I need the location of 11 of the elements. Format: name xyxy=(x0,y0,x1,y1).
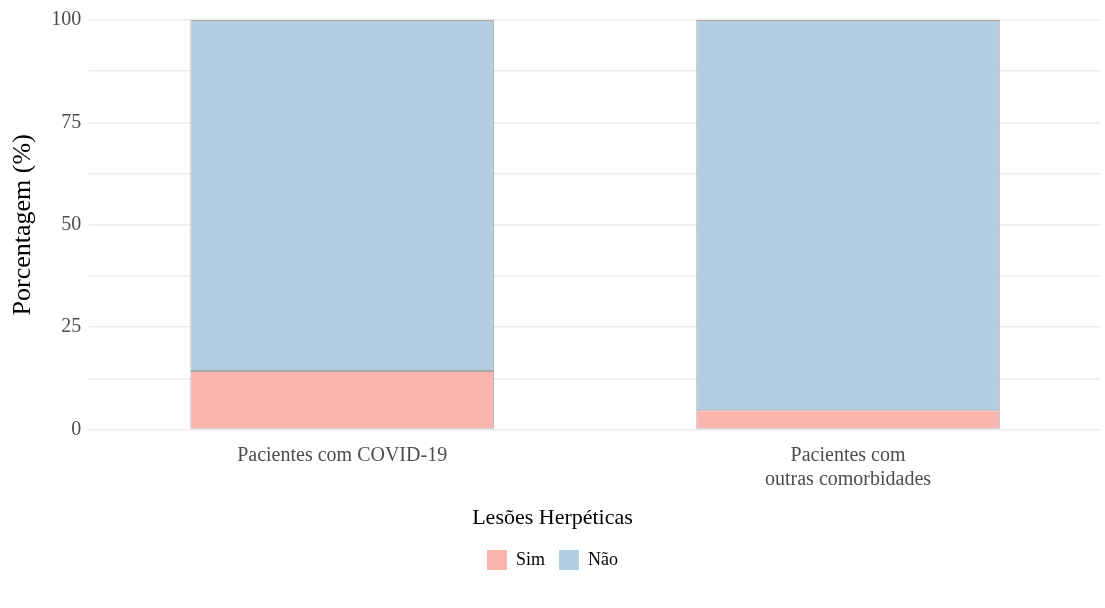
y-tick-label: 75 xyxy=(61,109,82,132)
x-tick-label: Pacientes com outras comorbidades xyxy=(765,442,932,489)
y-tick-label: 100 xyxy=(51,7,82,30)
y-tick-label: 50 xyxy=(61,212,82,235)
y-tick-label: 25 xyxy=(61,314,82,337)
y-axis-title: Porcentagem (%) xyxy=(7,134,37,316)
legend-title: Lesões Herpéticas xyxy=(472,504,633,530)
legend-label: Não xyxy=(588,548,619,569)
legend-label: Sim xyxy=(516,548,546,569)
y-tick-label: 0 xyxy=(71,416,82,439)
x-tick-label: Pacientes com COVID-19 xyxy=(237,442,448,465)
